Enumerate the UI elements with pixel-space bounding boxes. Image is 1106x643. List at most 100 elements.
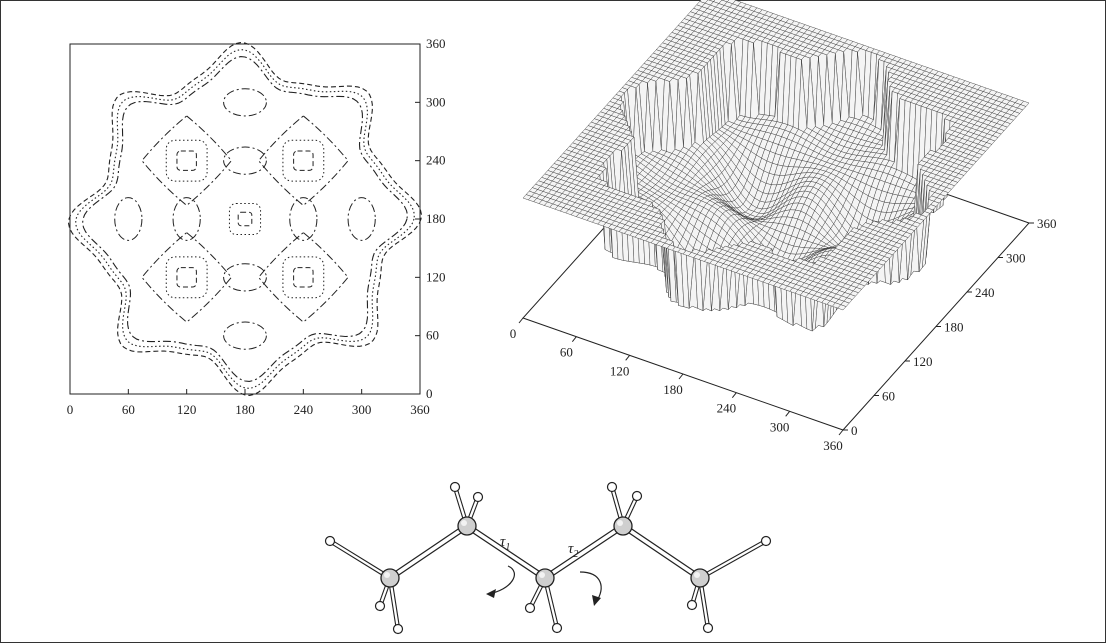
contour-plot: 0 60 120 180 240 300 360 0 60 120 180 240 300 360: [67, 36, 446, 417]
hydrogen-atom: [324, 535, 336, 547]
contour-y-tick-label: 360: [426, 36, 446, 51]
surface-x-tick-label: 300: [770, 419, 790, 434]
contour-x-tick-label: 300: [352, 402, 372, 417]
bond: [698, 539, 768, 580]
contour-boundary: [68, 42, 422, 396]
hydrogen-atom: [472, 491, 484, 503]
contour-x-tick-label: 0: [67, 402, 74, 417]
hydrogen-atom: [551, 622, 563, 634]
contour-boundary-inner: [82, 56, 408, 382]
carbon-atom-highlight: [539, 572, 545, 578]
contour-minimum-middle: [165, 256, 208, 299]
surface-x-tick-mark: [785, 411, 791, 417]
carbon-atom: [690, 568, 710, 588]
torsion-arrow-tau1: [487, 565, 515, 595]
surface-y-tick-label: 120: [913, 354, 933, 369]
contour-minimum-inner: [293, 267, 314, 288]
torsion-arrowhead-tau1: [486, 589, 496, 598]
contour-boundary-middle: [75, 49, 415, 389]
contour-x-tick-label: 180: [235, 402, 255, 417]
contour-y-tick-label: 240: [426, 153, 446, 168]
contour-minimum-middle: [282, 139, 325, 182]
carbon-atom: [535, 568, 555, 588]
surface-mesh: [522, 0, 1030, 332]
carbon-atom: [457, 516, 477, 536]
hydrogen-atom: [702, 622, 714, 634]
hydrogen-atom: [449, 481, 461, 493]
carbon-atom: [613, 516, 633, 536]
contour-minimum-middle: [282, 256, 325, 299]
bond: [543, 524, 625, 580]
hydrogen-atom: [392, 623, 404, 635]
contour-y-tick-label: 300: [426, 94, 446, 109]
surface-x-ticks: 0 60 120 180 240 300 360: [510, 317, 844, 453]
surface-y-tick-label: 60: [882, 389, 895, 404]
contour-x-tick-label: 120: [177, 402, 197, 417]
surface-x-tick-label: 360: [823, 438, 843, 453]
bond: [621, 524, 702, 580]
contour-saddle-loop: [289, 197, 318, 241]
surface-x-tick-mark: [625, 355, 631, 361]
contour-y-tick-label: 180: [426, 211, 446, 226]
molecule-diagram: τ1 τ2: [324, 481, 772, 635]
hydrogen-atom: [606, 481, 618, 493]
molecule-atoms: [324, 481, 772, 635]
contour-y-ticks: 0 60 120 180 240 300 360: [415, 36, 446, 401]
tau2-label: τ2: [568, 541, 578, 560]
contour-minimum-outer: [141, 231, 233, 323]
carbon-atom-highlight: [461, 520, 467, 526]
contour-saddle-loop: [172, 197, 201, 241]
carbon-atom: [380, 568, 400, 588]
bond: [328, 539, 392, 580]
surface-mesh-cell: [837, 304, 847, 311]
contour-center-inner: [237, 211, 253, 227]
contour-y-tick-label: 0: [426, 386, 433, 401]
surface-x-tick-mark: [518, 317, 524, 324]
contour-y-tick-label: 120: [426, 269, 446, 284]
surface-x-tick-label: 0: [510, 326, 517, 341]
contour-saddle-loop: [223, 263, 267, 292]
contour-minimum-middle: [165, 139, 208, 182]
contour-saddle-loop: [223, 88, 267, 117]
surface-x-tick-mark: [731, 392, 737, 398]
surface-x-tick-mark: [838, 429, 844, 436]
contour-lines: [114, 88, 376, 350]
torsion-arrowhead-tau2: [592, 595, 601, 606]
hydrogen-atom: [760, 535, 772, 547]
carbon-atom-highlight: [617, 520, 623, 526]
tau1-label: τ1: [500, 534, 510, 553]
hydrogen-atom: [524, 602, 536, 614]
contour-minimum-outer: [141, 115, 233, 207]
surface-y-tick-label: 300: [1006, 251, 1026, 266]
contour-saddle-loop: [223, 146, 267, 175]
surface-y-tick-label: 0: [851, 423, 858, 438]
bond: [388, 524, 469, 580]
contour-minimum-inner: [176, 150, 197, 171]
surface-y-tick-label: 180: [944, 320, 964, 335]
carbon-atom-highlight: [694, 572, 700, 578]
contour-saddle-loop: [347, 197, 376, 241]
surface-plot: 0 60 120 180 240 300 360 0 60 120 180 240 300 360: [510, 0, 1057, 453]
contour-minimum-outer: [257, 115, 349, 207]
surface-x-tick-label: 60: [560, 345, 573, 360]
contour-x-tick-label: 60: [122, 402, 135, 417]
hydrogen-atom: [374, 600, 386, 612]
hydrogen-atom: [686, 599, 698, 611]
surface-y-ticks: 0 60 120 180 240 300 360: [843, 216, 1057, 438]
contour-x-tick-label: 240: [294, 402, 314, 417]
surface-y-tick-label: 240: [975, 285, 995, 300]
carbon-atom-highlight: [384, 572, 390, 578]
contour-x-ticks: 0 60 120 180 240 300 360: [67, 389, 430, 417]
hydrogen-atom: [631, 490, 643, 502]
contour-saddle-loop: [223, 321, 267, 350]
contour-y-tick-label: 60: [426, 328, 439, 343]
bond: [465, 524, 547, 580]
surface-y-tick-label: 360: [1037, 216, 1057, 231]
contour-minimum-inner: [176, 267, 197, 288]
surface-x-tick-label: 120: [610, 363, 630, 378]
contour-boundary-outer: [68, 42, 422, 396]
surface-x-tick-label: 240: [717, 401, 737, 416]
contour-x-tick-label: 360: [410, 402, 430, 417]
contour-center-middle: [228, 202, 262, 236]
